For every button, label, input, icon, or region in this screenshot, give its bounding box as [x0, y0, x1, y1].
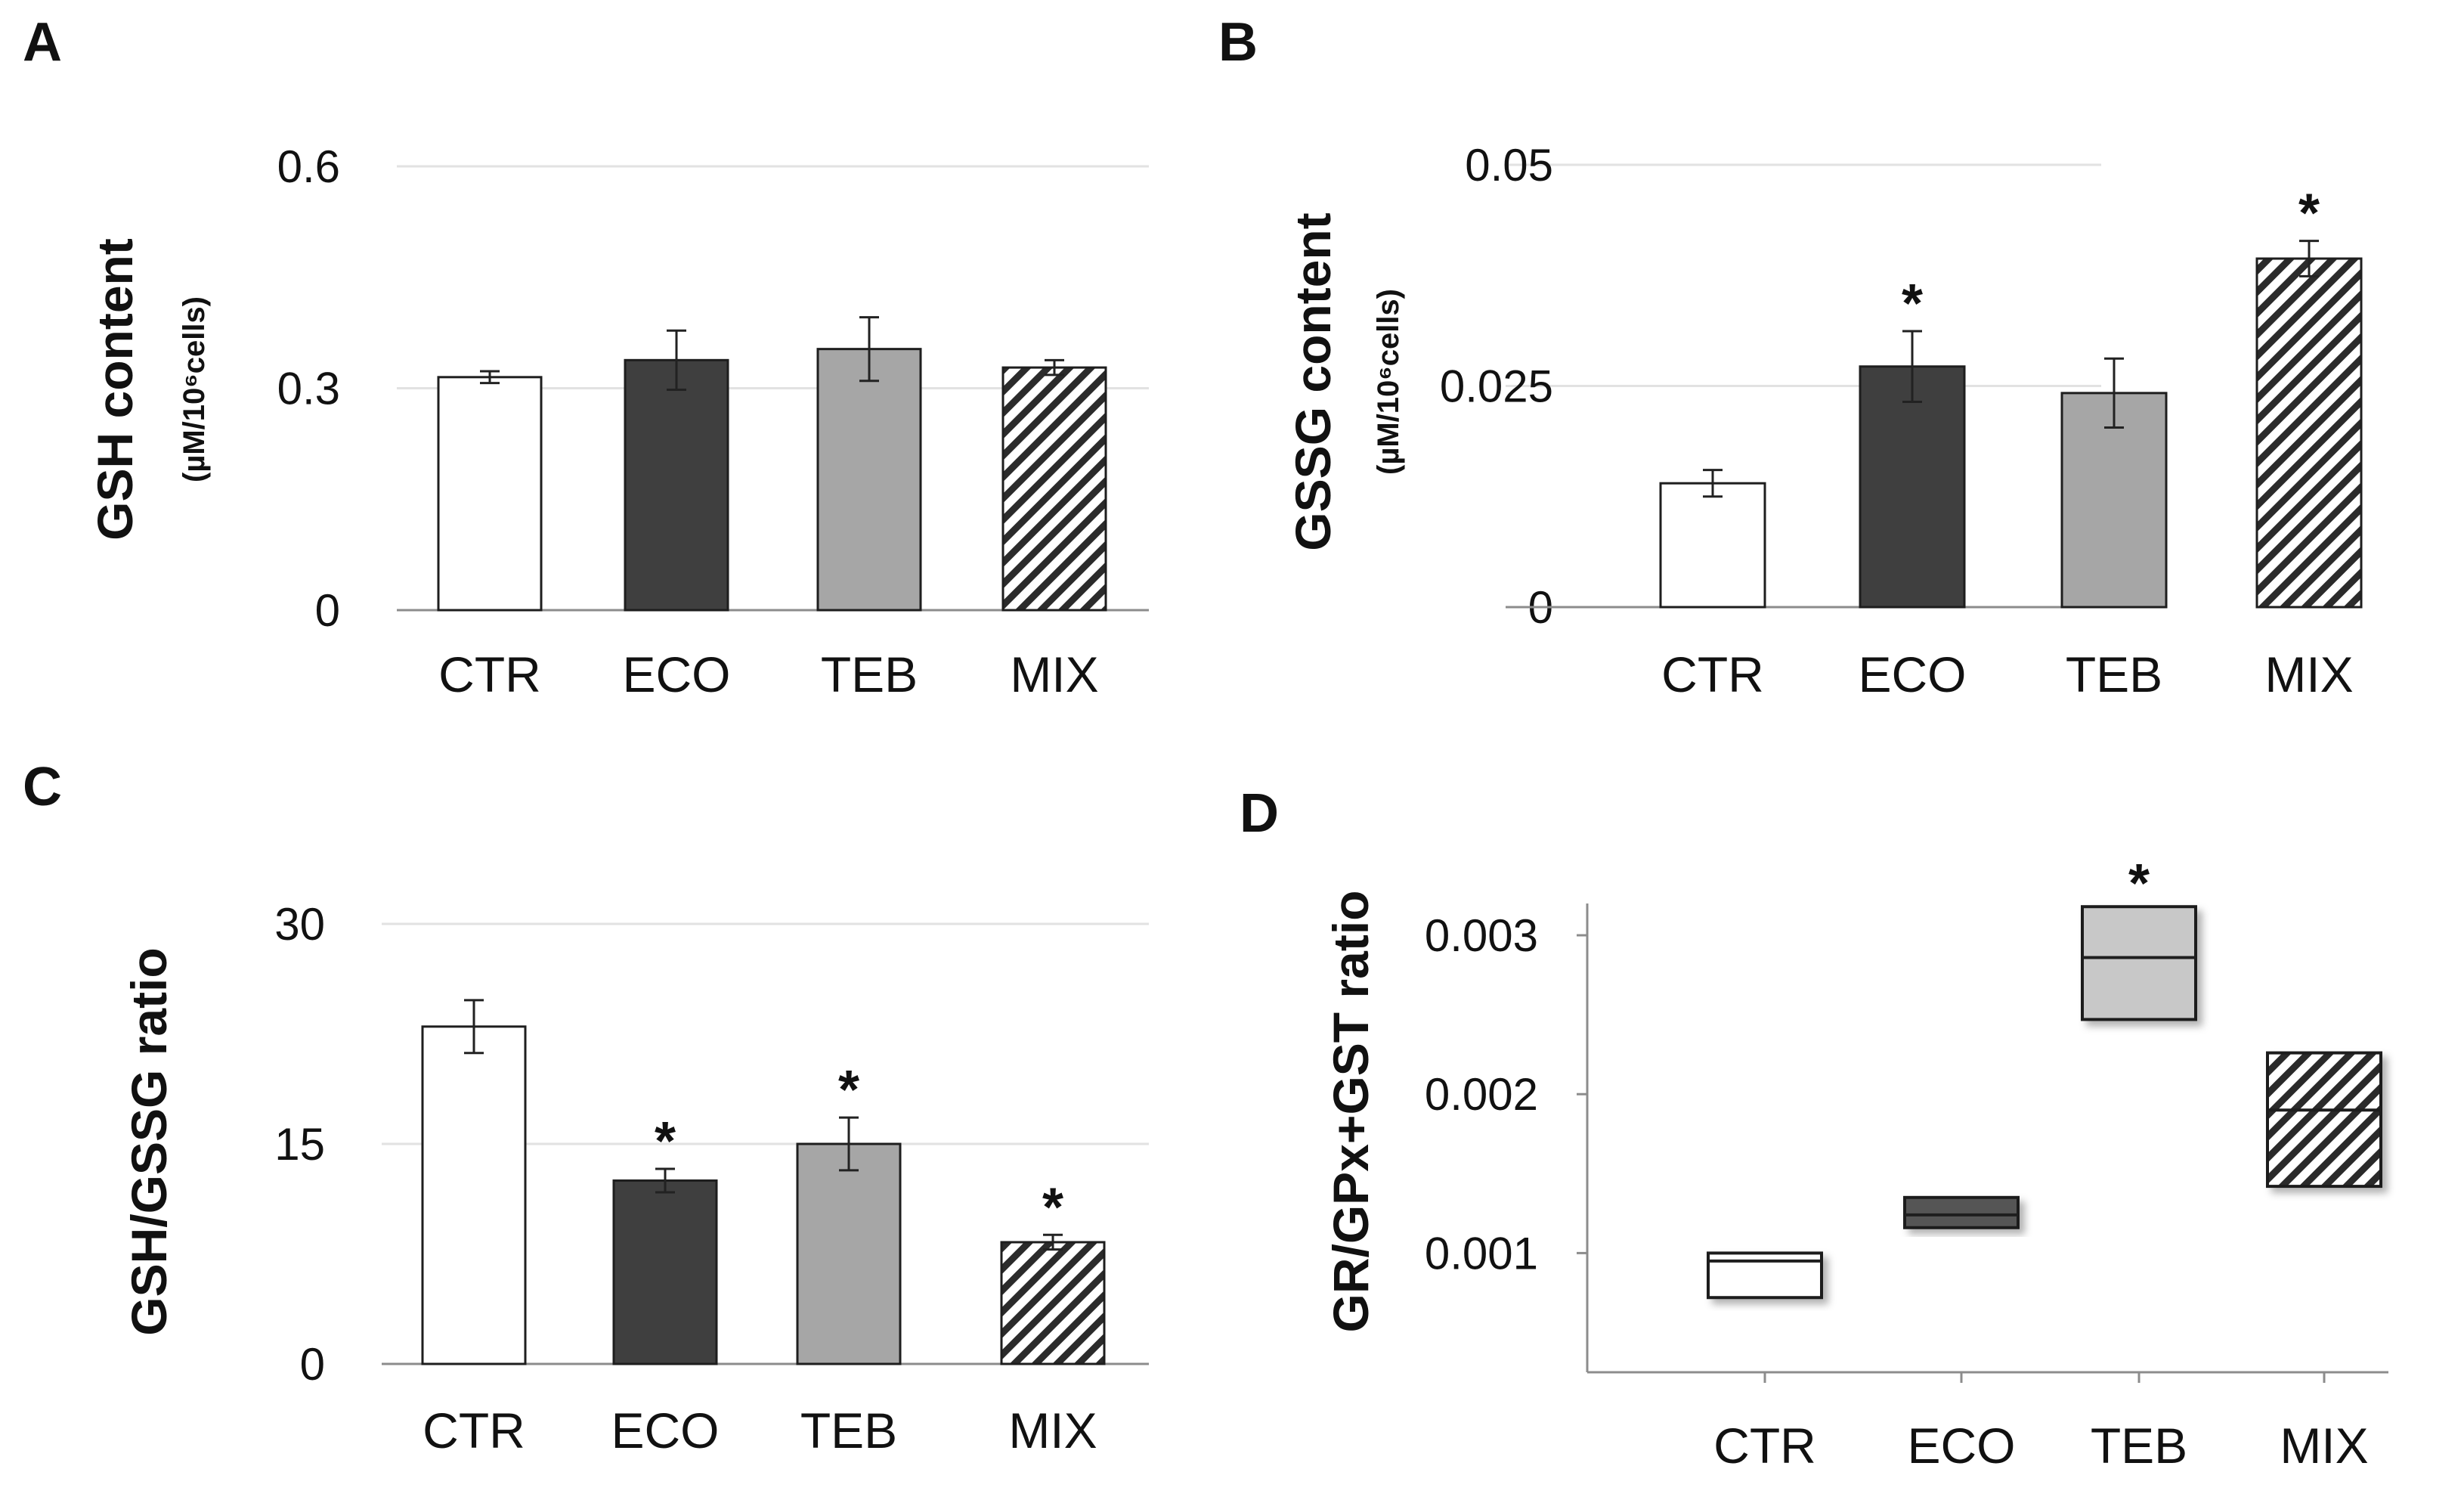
panel-d-y-tick-label: 0.002	[1425, 1069, 1538, 1120]
panel-d-x-tick-label-eco: ECO	[1907, 1418, 2015, 1474]
panel-d-y-tick-label: 0.001	[1425, 1228, 1538, 1278]
panel-b-significance-eco: *	[1902, 274, 1923, 334]
panel-a-bar-ctr	[437, 376, 543, 612]
panel-b-x-tick-label-eco: ECO	[1858, 646, 1966, 702]
panel-d-x-tick-label-mix: MIX	[2280, 1418, 2368, 1474]
panel-d-letter: D	[1240, 783, 1279, 844]
panel-b-y-axis-title: GSSG content	[1285, 212, 1341, 550]
panel-d-box-mix	[2266, 1051, 2382, 1189]
panel-c-x-tick-label-ctr: CTR	[423, 1402, 525, 1458]
panel-b-y-tick-label: 0.05	[1465, 140, 1553, 191]
panel-a-bar-eco	[624, 358, 729, 612]
panel-c-x-tick-label-eco: ECO	[611, 1402, 719, 1458]
panel-b-letter: B	[1218, 12, 1258, 73]
panel-a-y-tick-label: 0	[315, 585, 340, 636]
panel-c-bar-teb	[796, 1142, 902, 1365]
panel-c-significance-mix: *	[1042, 1177, 1063, 1238]
panel-c-x-tick-label-teb: TEB	[800, 1402, 897, 1458]
panel-d-significance-teb: *	[2128, 854, 2150, 914]
panel-a-y-axis-title: GSH content	[87, 238, 143, 541]
panel-c-significance-teb: *	[838, 1060, 859, 1120]
panel-b-y-tick-label: 0.025	[1440, 361, 1553, 412]
panel-b-bar-mix	[2255, 257, 2363, 609]
panel-d-gr-gpx-gst-ratio: D GR/GPx+GST ratio 0.001 0.002 0.003 CTR ECO TE…	[1240, 783, 2388, 1474]
panel-b-bar-eco	[1859, 365, 1966, 609]
panel-d-x-tick-label-ctr: CTR	[1713, 1418, 1816, 1474]
panel-a-y-tick-label: 0.3	[277, 364, 340, 414]
panel-a-x-tick-label-teb: TEB	[821, 646, 918, 702]
panel-d-y-tick-label: 0.003	[1425, 910, 1538, 961]
panel-b-x-tick-label-mix: MIX	[2264, 646, 2353, 702]
panel-b-y-axis-unit: (µM/10⁶cells)	[1372, 289, 1405, 475]
panel-a-bar-mix	[1001, 366, 1107, 612]
panel-b-x-tick-label-ctr: CTR	[1661, 646, 1764, 702]
panel-c-gsh-gssg-ratio: C GSH/GSSG ratio 0 15 30 CTR ECO * TEB * MIX *	[23, 757, 1149, 1458]
panel-a-y-axis-unit: (µM/10⁶cells)	[178, 296, 211, 482]
panel-a-x-tick-label-mix: MIX	[1010, 646, 1098, 702]
panel-a-x-tick-label-ctr: CTR	[438, 646, 541, 702]
panel-c-bar-mix	[1000, 1241, 1106, 1365]
panel-d-x-tick-label-teb: TEB	[2091, 1418, 2187, 1474]
panel-c-x-tick-label-mix: MIX	[1008, 1402, 1097, 1458]
panel-a-gsh-content: A GSH content (µM/10⁶cells) 0 0.3 0.6 CTR ECO TE…	[23, 12, 1149, 702]
panel-d-box-teb	[2081, 905, 2197, 1021]
panel-d-box-eco	[1903, 1195, 2020, 1229]
panel-c-significance-eco: *	[655, 1111, 676, 1172]
panel-a-x-tick-label-eco: ECO	[622, 646, 730, 702]
panel-c-bar-ctr	[421, 1025, 527, 1365]
panel-c-y-tick-label: 15	[274, 1119, 325, 1170]
panel-c-y-tick-label: 30	[274, 899, 325, 950]
panel-c-y-tick-label: 0	[300, 1339, 325, 1390]
panel-b-bar-teb	[2060, 392, 2168, 609]
panel-b-bar-ctr	[1659, 482, 1766, 609]
panel-a-y-tick-label: 0.6	[277, 141, 340, 192]
panel-b-significance-mix: *	[2298, 184, 2320, 244]
panel-c-y-axis-title: GSH/GSSG ratio	[121, 947, 177, 1335]
panel-a-letter: A	[23, 12, 62, 73]
panel-c-bar-eco	[612, 1179, 718, 1365]
panel-a-bar-teb	[816, 348, 922, 612]
panel-b-x-tick-label-teb: TEB	[2066, 646, 2162, 702]
panel-d-y-axis-title: GR/GPx+GST ratio	[1323, 891, 1379, 1333]
panel-c-letter: C	[23, 757, 62, 817]
